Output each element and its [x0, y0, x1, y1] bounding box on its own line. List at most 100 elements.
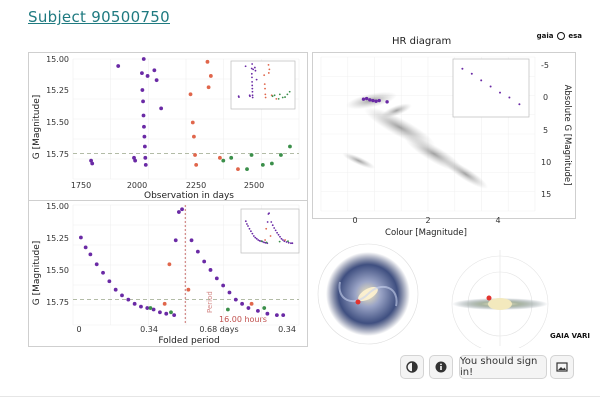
folded-point-g — [176, 210, 181, 214]
hr-point-target — [374, 99, 378, 103]
light-curve-inset-point — [251, 80, 253, 83]
folded-xtick-3: 0.68 days — [199, 325, 238, 334]
folded-point-g — [94, 262, 99, 267]
page-title[interactable]: Subject 90500750 — [28, 8, 170, 26]
hr-xtick-label-4: 4 — [495, 216, 500, 225]
light-curve-ylabel: G [Magnitude] — [32, 95, 42, 160]
folded-point-g — [256, 308, 260, 313]
target-marker — [355, 299, 361, 305]
hr-inset-frame — [452, 58, 530, 118]
sign-in-button[interactable]: You should sign in! — [459, 355, 547, 379]
folded-point-g — [172, 313, 177, 318]
contrast-icon — [406, 361, 418, 373]
folded-inset-point — [255, 237, 258, 240]
light-curve-inset-point — [251, 90, 254, 93]
light-curve-point-bp — [236, 167, 240, 172]
folded-point-g — [113, 287, 118, 292]
footer-divider — [0, 396, 600, 397]
light-curve-inset-point — [281, 96, 284, 99]
light-curve-inset-point — [244, 65, 247, 68]
spiral-arm — [338, 281, 369, 303]
light-curve-point-bp — [218, 155, 222, 160]
hr-density-cloud — [381, 103, 412, 118]
folded-point-g — [83, 245, 88, 250]
folded-inset-point — [252, 235, 255, 237]
light-curve-inset-point — [249, 95, 251, 98]
galaxy-ring — [317, 243, 419, 345]
folded-point-g — [145, 306, 150, 310]
folded-inset-point — [269, 235, 272, 237]
folded-point-g — [246, 306, 251, 310]
image-button[interactable] — [550, 355, 574, 379]
folded-inset-point — [284, 239, 286, 241]
info-button[interactable] — [429, 355, 453, 379]
light-curve-point-rp — [288, 144, 292, 149]
light-curve-inset-point — [273, 94, 276, 97]
esa-logo-icon — [556, 32, 565, 40]
hr-ytick-4: 10 — [541, 158, 551, 167]
folded-inset-point — [265, 227, 268, 230]
folded-point-bp — [162, 301, 167, 306]
spiral-arm — [367, 285, 398, 307]
light-curve-inset-point — [275, 97, 278, 100]
folded-point-g — [101, 270, 105, 275]
light-curve-point-g — [141, 113, 146, 118]
light-curve-point-bp — [208, 74, 213, 78]
folded-inset-point — [287, 240, 289, 243]
light-curve-inset-point — [263, 83, 266, 86]
folded-inset-point — [254, 236, 257, 239]
light-curve-inset-point — [251, 87, 254, 90]
folded-point-bp — [249, 301, 254, 306]
light-curve-inset-point — [250, 72, 253, 75]
folded-period-panel: G [Magnitude] 15.00 15.25 15.50 15.75 0 … — [28, 200, 308, 347]
contrast-button[interactable] — [400, 355, 424, 379]
hr-inset-point — [508, 96, 511, 99]
hr-density-cloud — [342, 152, 376, 169]
light-curve-inset-point — [251, 63, 254, 65]
folded-point-g — [233, 297, 238, 302]
light-curve-xtick-1: 1750 — [71, 181, 91, 190]
folded-point-g — [132, 301, 137, 306]
milky-way-side-view — [451, 250, 549, 348]
folded-inset-point — [264, 239, 266, 241]
light-curve-inset-point — [254, 69, 257, 72]
light-curve-inset-point — [271, 95, 274, 98]
folded-inset-point — [276, 231, 278, 234]
light-curve-point-bp — [192, 134, 196, 139]
folded-point-g — [164, 311, 169, 316]
hr-point-target — [368, 98, 372, 102]
folded-point-g — [126, 297, 131, 302]
light-curve-point-g — [116, 64, 121, 68]
folded-inset-point — [257, 239, 260, 241]
folded-point-g — [265, 311, 270, 316]
light-curve-point-g — [159, 106, 164, 111]
folded-inset-point — [263, 241, 265, 244]
hr-title: HR diagram — [392, 36, 452, 47]
folded-xtick-1: 0 — [76, 325, 81, 334]
hr-point-target — [371, 98, 375, 103]
light-curve-inset-point — [264, 96, 267, 99]
light-curve-point-rp — [245, 167, 249, 172]
folded-inset-point — [274, 229, 277, 232]
light-curve-point-bp — [188, 92, 193, 97]
folded-point-rp — [262, 306, 267, 310]
folded-inset-point — [282, 239, 284, 241]
light-curve-point-g — [142, 144, 147, 149]
hr-inset-point — [470, 72, 473, 75]
hr-inset-point — [461, 67, 464, 70]
light-curve-point-g — [142, 124, 146, 129]
light-curve-point-rp — [249, 153, 254, 157]
folded-inset-point — [273, 227, 276, 229]
light-curve-ytick-4: 15.75 — [46, 150, 69, 159]
period-label: Period — [206, 291, 214, 313]
folded-ytick-2: 15.25 — [46, 234, 69, 243]
folded-point-g — [240, 301, 245, 306]
light-curve-point-bp — [193, 153, 197, 157]
folded-point-g — [214, 276, 219, 281]
light-curve-inset-point — [284, 96, 286, 98]
image-icon — [556, 362, 568, 372]
light-curve-inset-point — [250, 67, 253, 70]
folded-inset-point — [266, 221, 269, 223]
light-curve-ytick-3: 15.50 — [46, 118, 69, 127]
light-curve-inset-point — [264, 87, 266, 90]
